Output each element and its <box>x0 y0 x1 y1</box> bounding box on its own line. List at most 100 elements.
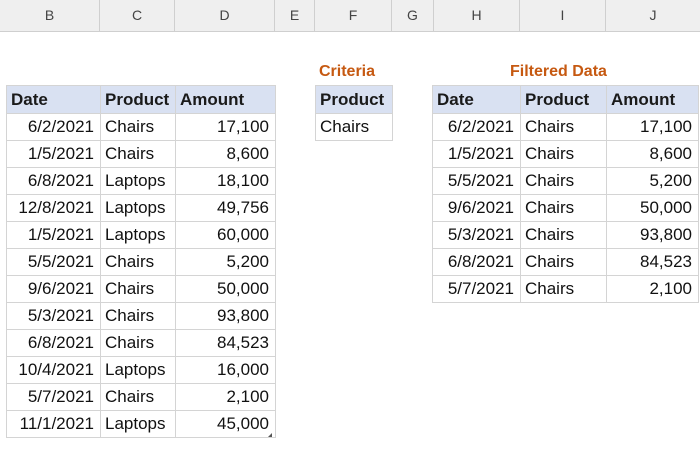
filtered-header-product[interactable]: Product <box>520 85 607 114</box>
filtered-row: 5/7/2021 Chairs 2,100 <box>432 275 699 303</box>
source-product-cell[interactable]: Chairs <box>100 140 176 168</box>
source-header-amount[interactable]: Amount <box>175 85 276 114</box>
filtered-header-date[interactable]: Date <box>432 85 521 114</box>
column-header-bar: B C D E F G H I J <box>0 0 700 32</box>
source-amount-cell[interactable]: 84,523 <box>175 329 276 357</box>
source-header-row: Date Product Amount <box>6 85 276 114</box>
source-row: 1/5/2021 Chairs 8,600 <box>6 140 276 168</box>
source-date-cell[interactable]: 5/7/2021 <box>6 383 101 411</box>
source-header-product[interactable]: Product <box>100 85 176 114</box>
source-date-cell[interactable]: 5/5/2021 <box>6 248 101 276</box>
filtered-date-cell[interactable]: 6/2/2021 <box>432 113 521 141</box>
column-header-h[interactable]: H <box>434 0 520 31</box>
source-date-cell[interactable]: 5/3/2021 <box>6 302 101 330</box>
source-product-cell[interactable]: Laptops <box>100 410 176 438</box>
column-header-d[interactable]: D <box>175 0 275 31</box>
source-amount-cell[interactable]: 60,000 <box>175 221 276 249</box>
source-date-cell[interactable]: 1/5/2021 <box>6 221 101 249</box>
filtered-date-cell[interactable]: 5/5/2021 <box>432 167 521 195</box>
source-product-cell[interactable]: Laptops <box>100 356 176 384</box>
source-row: 5/3/2021 Chairs 93,800 <box>6 302 276 330</box>
filtered-amount-cell[interactable]: 17,100 <box>606 113 699 141</box>
source-row: 1/5/2021 Laptops 60,000 <box>6 221 276 249</box>
filtered-header-row: Date Product Amount <box>432 85 699 114</box>
source-amount-cell[interactable]: 8,600 <box>175 140 276 168</box>
filtered-date-cell[interactable]: 5/7/2021 <box>432 275 521 303</box>
fill-handle[interactable] <box>268 433 272 437</box>
criteria-title: Criteria <box>319 63 376 80</box>
filtered-product-cell[interactable]: Chairs <box>520 221 607 249</box>
filtered-amount-cell[interactable]: 93,800 <box>606 221 699 249</box>
filtered-row: 5/3/2021 Chairs 93,800 <box>432 221 699 249</box>
filtered-product-cell[interactable]: Chairs <box>520 140 607 168</box>
filtered-data-title: Filtered Data <box>510 63 607 80</box>
filtered-product-cell[interactable]: Chairs <box>520 167 607 195</box>
filtered-amount-cell[interactable]: 8,600 <box>606 140 699 168</box>
source-row: 9/6/2021 Chairs 50,000 <box>6 275 276 303</box>
source-header-date[interactable]: Date <box>6 85 101 114</box>
filtered-data-table: Date Product Amount 6/2/2021 Chairs 17,100 1/5… <box>432 85 699 303</box>
source-row: 6/2/2021 Chairs 17,100 <box>6 113 276 141</box>
source-date-cell[interactable]: 1/5/2021 <box>6 140 101 168</box>
source-row: 5/7/2021 Chairs 2,100 <box>6 383 276 411</box>
source-date-cell[interactable]: 6/8/2021 <box>6 167 101 195</box>
source-date-cell[interactable]: 11/1/2021 <box>6 410 101 438</box>
source-date-cell[interactable]: 9/6/2021 <box>6 275 101 303</box>
source-product-cell[interactable]: Chairs <box>100 275 176 303</box>
source-row: 11/1/2021 Laptops 45,000 <box>6 410 276 438</box>
source-date-cell[interactable]: 12/8/2021 <box>6 194 101 222</box>
column-header-g[interactable]: G <box>392 0 434 31</box>
column-header-e[interactable]: E <box>275 0 315 31</box>
filtered-date-cell[interactable]: 5/3/2021 <box>432 221 521 249</box>
filtered-date-cell[interactable]: 9/6/2021 <box>432 194 521 222</box>
filtered-product-cell[interactable]: Chairs <box>520 113 607 141</box>
source-product-cell[interactable]: Laptops <box>100 221 176 249</box>
source-date-cell[interactable]: 10/4/2021 <box>6 356 101 384</box>
filtered-row: 9/6/2021 Chairs 50,000 <box>432 194 699 222</box>
filtered-date-cell[interactable]: 6/8/2021 <box>432 248 521 276</box>
filtered-row: 5/5/2021 Chairs 5,200 <box>432 167 699 195</box>
criteria-value-cell[interactable]: Chairs <box>315 113 393 141</box>
column-header-j[interactable]: J <box>649 7 657 23</box>
source-amount-cell[interactable]: 50,000 <box>175 275 276 303</box>
filtered-row: 6/2/2021 Chairs 17,100 <box>432 113 699 141</box>
source-product-cell[interactable]: Chairs <box>100 248 176 276</box>
source-date-cell[interactable]: 6/2/2021 <box>6 113 101 141</box>
source-amount-cell[interactable]: 45,000 <box>175 410 276 438</box>
filtered-product-cell[interactable]: Chairs <box>520 248 607 276</box>
filtered-amount-cell[interactable]: 50,000 <box>606 194 699 222</box>
source-product-cell[interactable]: Chairs <box>100 302 176 330</box>
source-amount-cell[interactable]: 2,100 <box>175 383 276 411</box>
source-amount-cell[interactable]: 49,756 <box>175 194 276 222</box>
source-product-cell[interactable]: Chairs <box>100 383 176 411</box>
filtered-product-cell[interactable]: Chairs <box>520 275 607 303</box>
source-amount-cell[interactable]: 16,000 <box>175 356 276 384</box>
source-row: 6/8/2021 Chairs 84,523 <box>6 329 276 357</box>
source-product-cell[interactable]: Chairs <box>100 329 176 357</box>
source-product-cell[interactable]: Chairs <box>100 113 176 141</box>
source-product-cell[interactable]: Laptops <box>100 167 176 195</box>
source-row: 12/8/2021 Laptops 49,756 <box>6 194 276 222</box>
source-product-cell[interactable]: Laptops <box>100 194 176 222</box>
filtered-row: 1/5/2021 Chairs 8,600 <box>432 140 699 168</box>
column-header-f[interactable]: F <box>315 0 392 31</box>
filtered-amount-cell[interactable]: 2,100 <box>606 275 699 303</box>
filtered-amount-cell[interactable]: 84,523 <box>606 248 699 276</box>
filtered-amount-cell[interactable]: 5,200 <box>606 167 699 195</box>
column-header-b[interactable]: B <box>0 0 100 31</box>
filtered-date-cell[interactable]: 1/5/2021 <box>432 140 521 168</box>
source-data-table: Date Product Amount 6/2/2021 Chairs 17,100 1/5… <box>6 85 276 438</box>
column-header-c[interactable]: C <box>100 0 175 31</box>
source-amount-cell[interactable]: 93,800 <box>175 302 276 330</box>
filtered-product-cell[interactable]: Chairs <box>520 194 607 222</box>
column-header-i[interactable]: I <box>520 0 606 31</box>
criteria-table: Product Chairs <box>315 85 393 141</box>
source-amount-cell[interactable]: 18,100 <box>175 167 276 195</box>
source-row: 10/4/2021 Laptops 16,000 <box>6 356 276 384</box>
source-amount-cell[interactable]: 17,100 <box>175 113 276 141</box>
source-amount-cell[interactable]: 5,200 <box>175 248 276 276</box>
source-date-cell[interactable]: 6/8/2021 <box>6 329 101 357</box>
filtered-header-amount[interactable]: Amount <box>606 85 699 114</box>
source-row: 6/8/2021 Laptops 18,100 <box>6 167 276 195</box>
criteria-header-cell[interactable]: Product <box>315 85 393 114</box>
